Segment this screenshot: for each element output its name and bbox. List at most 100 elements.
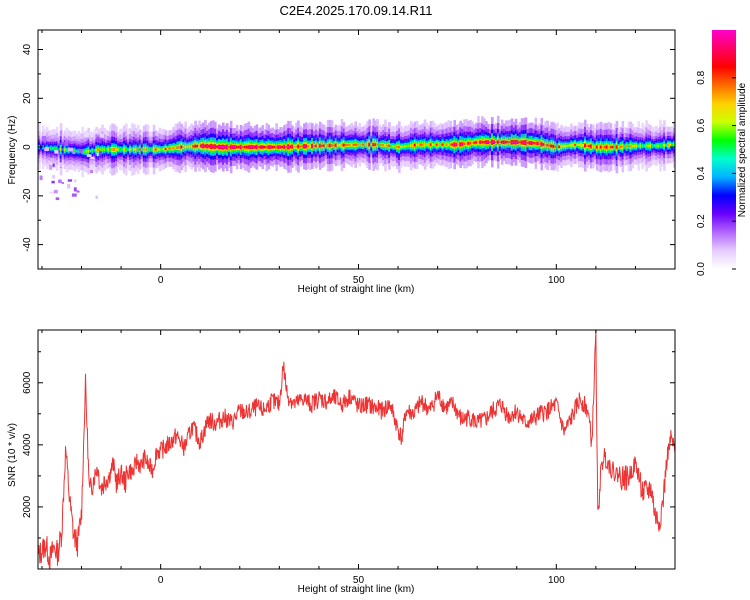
spectrogram-cell (475, 141, 478, 144)
spectrogram-cell (297, 145, 300, 148)
spectrogram-cell (107, 148, 110, 151)
spectrogram-cell (220, 145, 223, 149)
spectrogram-cell (241, 145, 245, 149)
spectrogram-cell (354, 143, 358, 147)
spectrogram-cell (49, 153, 53, 158)
spectrogram-cell (554, 145, 557, 148)
spectrogram-cell (372, 143, 375, 147)
spectrogram-cell (99, 148, 102, 151)
spectrogram-cell (44, 147, 49, 152)
spectrogram-cell (451, 143, 455, 146)
spectrogram-cell (75, 149, 79, 153)
spectrogram-cell (134, 148, 138, 151)
spectrogram-cell (546, 143, 549, 147)
spectrogram-cell (368, 143, 371, 147)
colorbar-tick-label: 0.8 (696, 70, 707, 84)
spectrogram-cell (322, 144, 326, 147)
spectrogram-cell (192, 145, 195, 148)
spectrogram-cell (467, 142, 470, 145)
spectrogram-cell (528, 141, 532, 145)
spectrogram-cell (105, 148, 108, 151)
spectrogram-cell (221, 145, 225, 149)
spectrogram-cell (348, 143, 352, 147)
spectrogram-cell (384, 143, 387, 147)
spectrogram-heatmap (38, 115, 675, 201)
spectrogram-cell (229, 145, 233, 149)
spectrogram-cell (382, 143, 385, 147)
spectrogram-cell (98, 136, 101, 139)
snr-plot-area (38, 330, 675, 569)
spectrogram-cell (277, 146, 280, 149)
spectrogram-cell (188, 145, 191, 148)
spectrogram-cell (74, 179, 77, 183)
spectrogram-cell (617, 145, 621, 148)
spectrogram-cell (53, 189, 58, 194)
colorbar-gradient (712, 30, 736, 269)
spectrogram-cell (627, 144, 631, 148)
spectrogram-cell (263, 146, 267, 149)
spectrogram-cell (328, 144, 332, 147)
spectrogram-cell (615, 145, 619, 149)
spectrogram-cell (251, 145, 255, 149)
spectrogram-cell (673, 143, 675, 147)
spectrogram-cell (39, 175, 43, 181)
spectrogram-cell (115, 148, 118, 151)
spectrogram-cell (299, 145, 302, 148)
spectrogram-cell (633, 144, 637, 147)
spectrogram-cell (435, 143, 439, 146)
spectrogram-cell (287, 145, 290, 149)
spectrogram-cell (591, 145, 595, 148)
spectrogram-cell (611, 146, 615, 149)
spectrogram-cell (485, 141, 488, 144)
spectrogram-cell (338, 144, 342, 147)
spectrogram-cell (589, 145, 593, 148)
spectrogram-cell (103, 148, 106, 151)
spectrogram-cell (427, 143, 431, 146)
spectrogram-cell (289, 145, 292, 149)
spectrogram-cell (607, 145, 611, 149)
spectrogram-cell (544, 143, 548, 147)
spectrogram-cell (312, 144, 316, 148)
spectrogram-cell (665, 144, 668, 147)
spectrogram-cell (491, 140, 494, 144)
spectrogram-cell (360, 143, 364, 146)
spectrogram-cell (582, 144, 585, 147)
spectrogram-cell (580, 143, 583, 147)
spectrogram-cell (218, 145, 221, 149)
spectrogram-cell (465, 142, 468, 146)
spectrogram-cell (90, 169, 93, 174)
spectrogram-cell (502, 141, 506, 144)
spectrogram-cell (59, 147, 63, 151)
spectrogram-cell (479, 141, 482, 144)
spectrogram-cell (356, 143, 360, 146)
spectrogram-cell (661, 144, 664, 147)
spectrogram-cell (180, 145, 184, 149)
spectrogram-cell (550, 144, 553, 148)
spectrogram-cell (425, 143, 429, 146)
spectrogram-y-axis: 40 20 0 -20 -40 (22, 44, 675, 270)
spectrogram-cell (556, 145, 559, 149)
spectrogram-cell (362, 143, 366, 146)
spectrogram-cell (667, 144, 670, 147)
spectrogram-cell (125, 148, 128, 151)
colorbar-tick-label: 0.2 (696, 214, 707, 228)
spectrogram-cell (641, 144, 644, 148)
colorbar-ticks: 0.0 0.2 0.4 0.6 0.8 (696, 70, 736, 276)
spectrogram-y-label: Frequency (Hz) (7, 116, 18, 185)
spectrogram-cell (78, 148, 83, 153)
spectrogram-cell (489, 141, 492, 144)
spectrogram-cell (281, 145, 284, 149)
spectrogram-cell (532, 142, 536, 145)
spectrogram-cell (265, 145, 269, 149)
spectrogram-cell (41, 146, 45, 149)
spectrogram-cell (210, 145, 213, 148)
spectrogram-cell (196, 144, 199, 148)
spectrogram-cell (129, 148, 132, 151)
spectrogram-cell (657, 144, 660, 147)
spectrogram-cell (53, 147, 57, 150)
spectrogram-cell (568, 144, 571, 147)
spectrogram-cell (101, 148, 104, 151)
spectrogram-cell (653, 144, 656, 147)
spectrogram-cell (61, 181, 64, 185)
